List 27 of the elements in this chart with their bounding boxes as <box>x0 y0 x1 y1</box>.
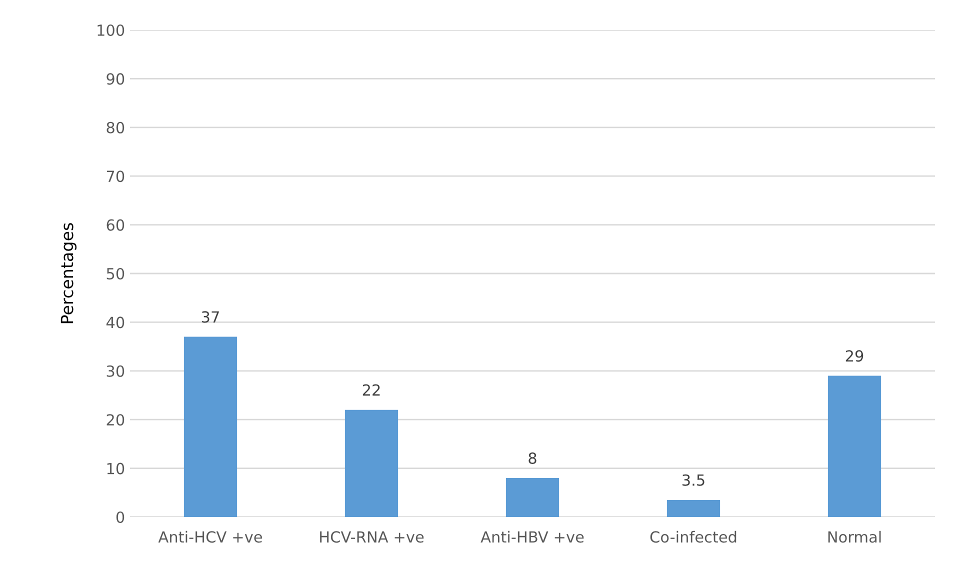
bar <box>506 478 560 517</box>
y-tick-label: 80 <box>106 122 124 134</box>
data-label: 8 <box>528 452 536 464</box>
y-tick-label: 30 <box>106 365 124 377</box>
data-label: 22 <box>362 384 380 396</box>
bar <box>666 500 720 517</box>
data-label: 3.5 <box>682 474 704 486</box>
y-axis-title: Percentages <box>60 223 77 324</box>
x-tick-label: Co-infected <box>650 530 736 543</box>
y-tick-label: 100 <box>98 24 124 36</box>
y-tick-label: 10 <box>107 462 124 474</box>
y-tick-label: 70 <box>106 170 124 182</box>
bar <box>828 376 882 517</box>
x-tick-label: Anti-HBV +ve <box>480 530 584 543</box>
x-tick-label: Anti-HCV +ve <box>158 530 262 543</box>
bar <box>344 410 398 517</box>
y-tick-label: 90 <box>106 73 124 85</box>
y-tick-label: 60 <box>106 219 124 231</box>
x-tick-label: Normal <box>828 530 881 543</box>
y-tick-label: 40 <box>106 316 124 328</box>
y-tick-label: 20 <box>106 414 124 426</box>
x-tick-label: HCV-RNA +ve <box>320 531 424 543</box>
y-tick-label: 50 <box>106 268 124 280</box>
data-label: 29 <box>846 350 864 362</box>
data-label: 37 <box>202 311 219 323</box>
bar <box>184 336 238 517</box>
y-tick-label: 0 <box>116 511 124 524</box>
